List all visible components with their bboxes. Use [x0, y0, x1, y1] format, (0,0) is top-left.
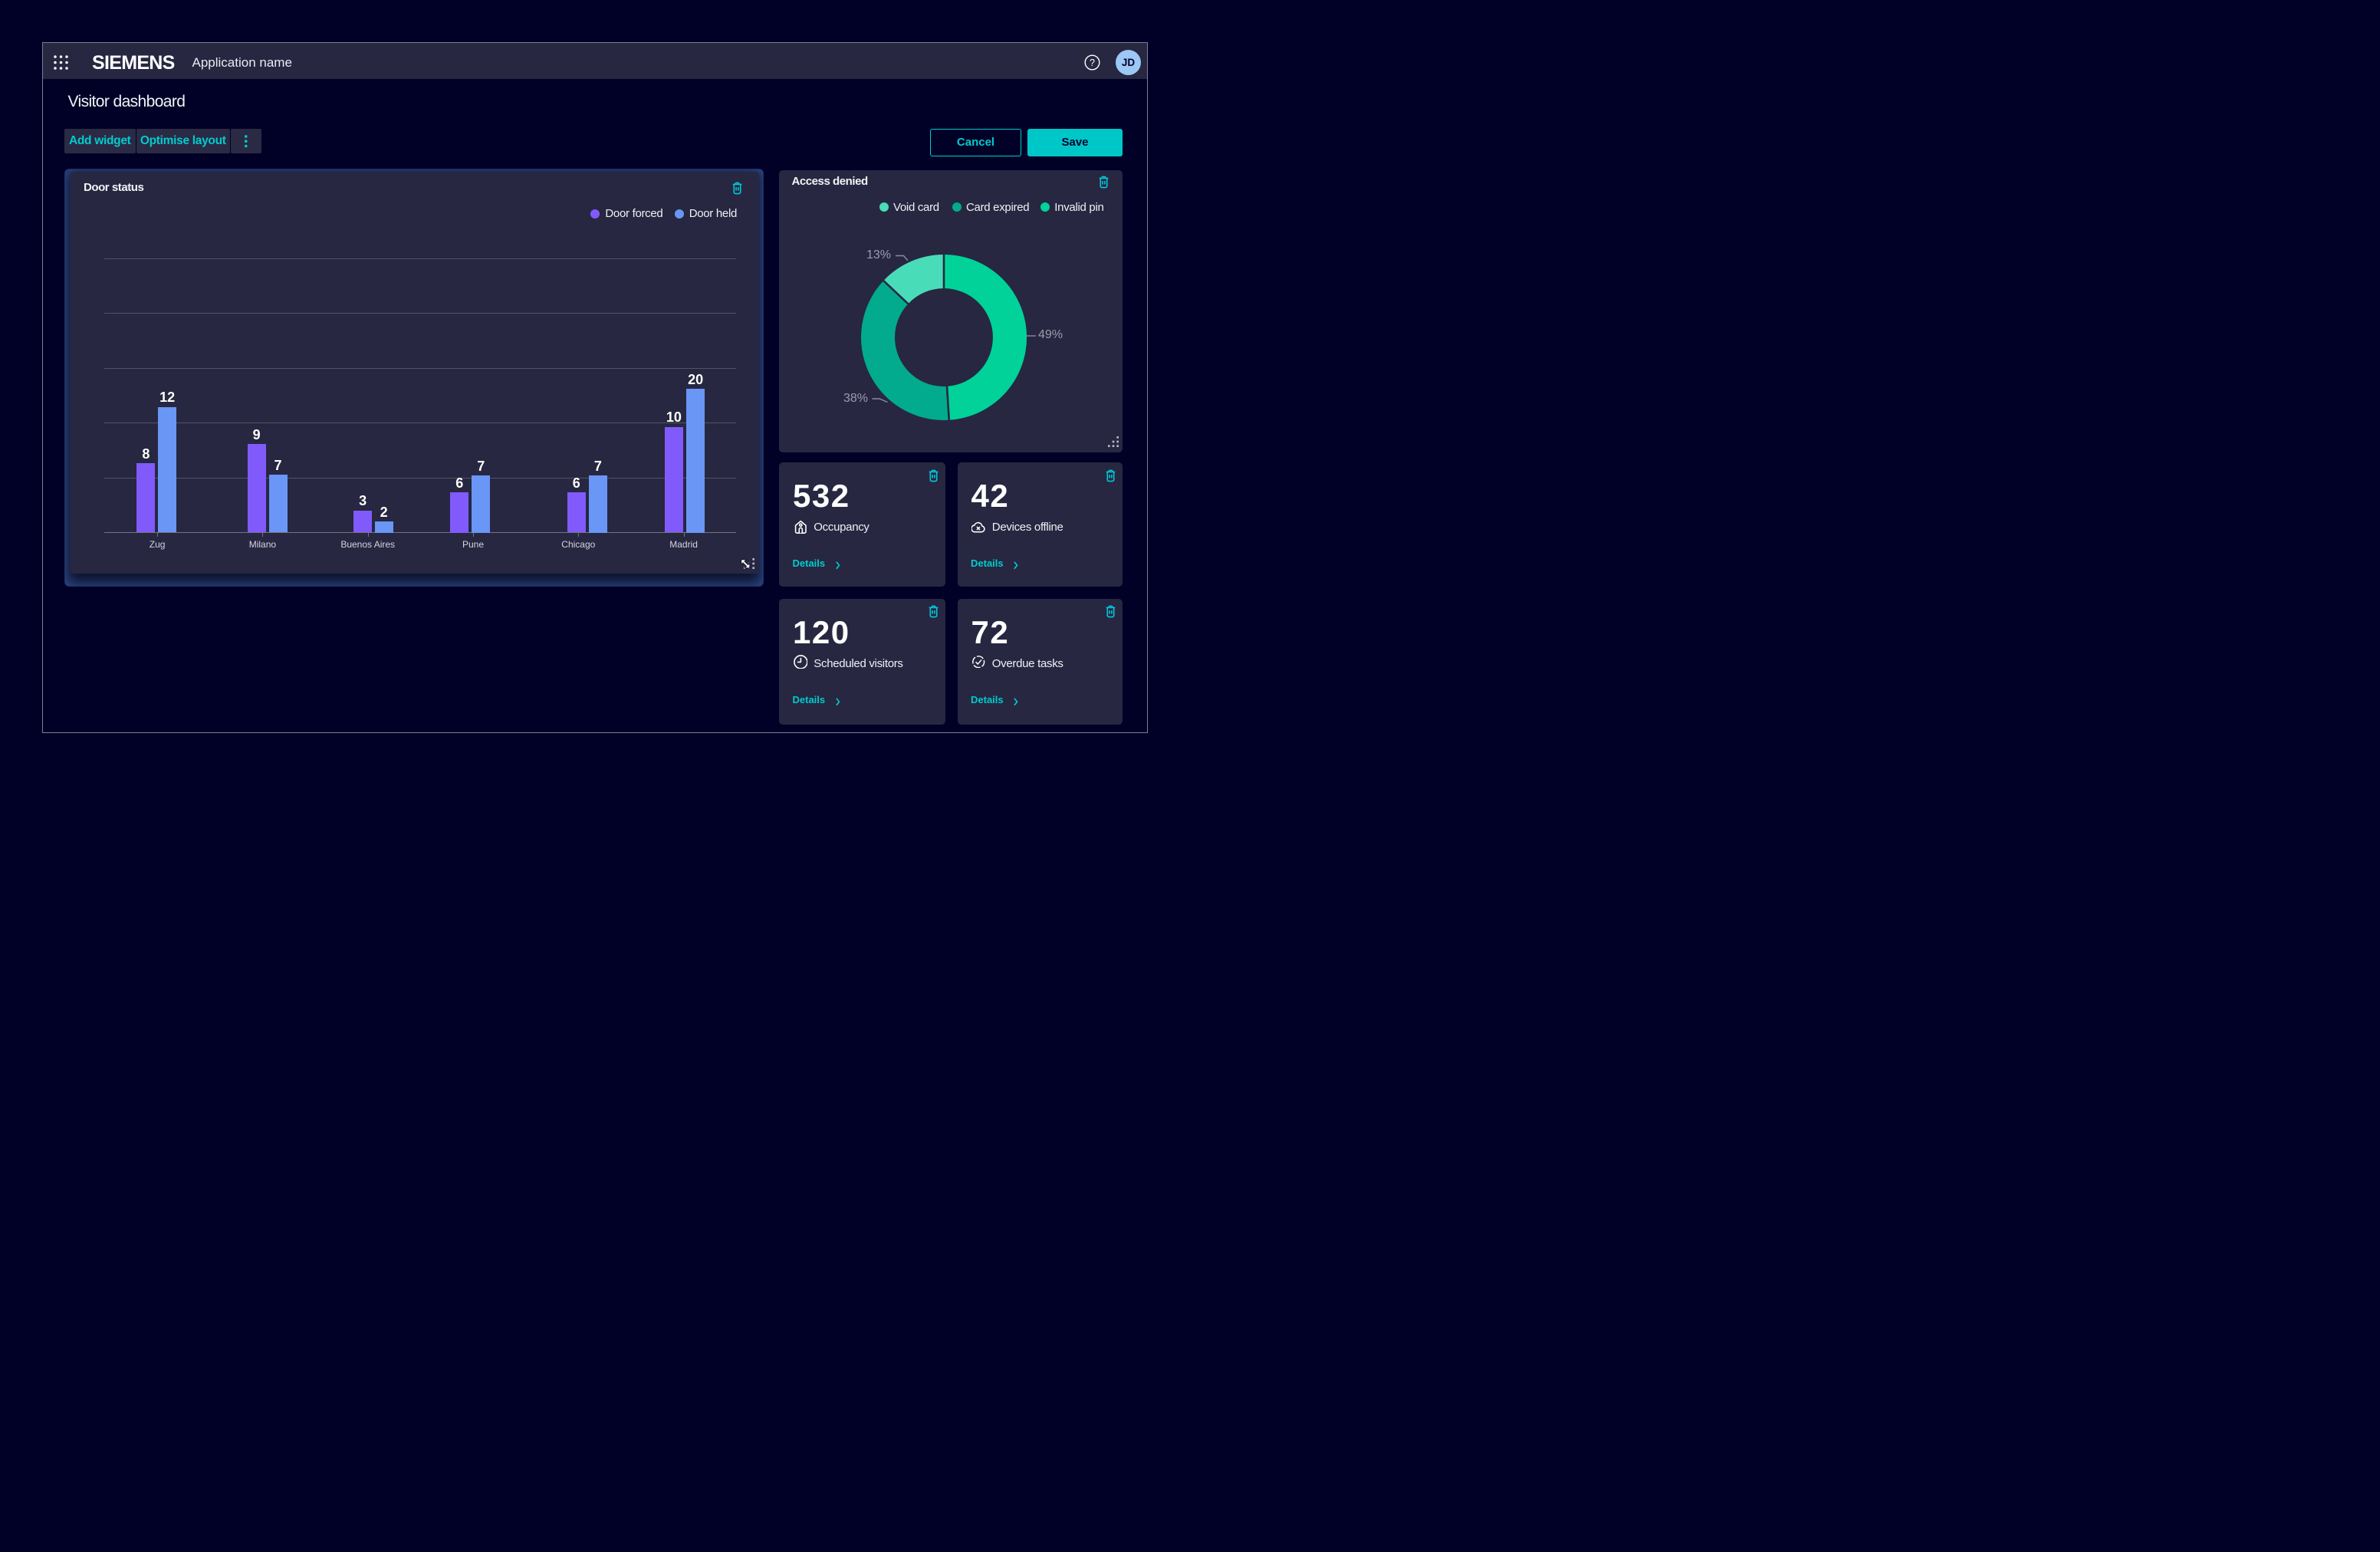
svg-text:?: ?	[1090, 58, 1095, 68]
